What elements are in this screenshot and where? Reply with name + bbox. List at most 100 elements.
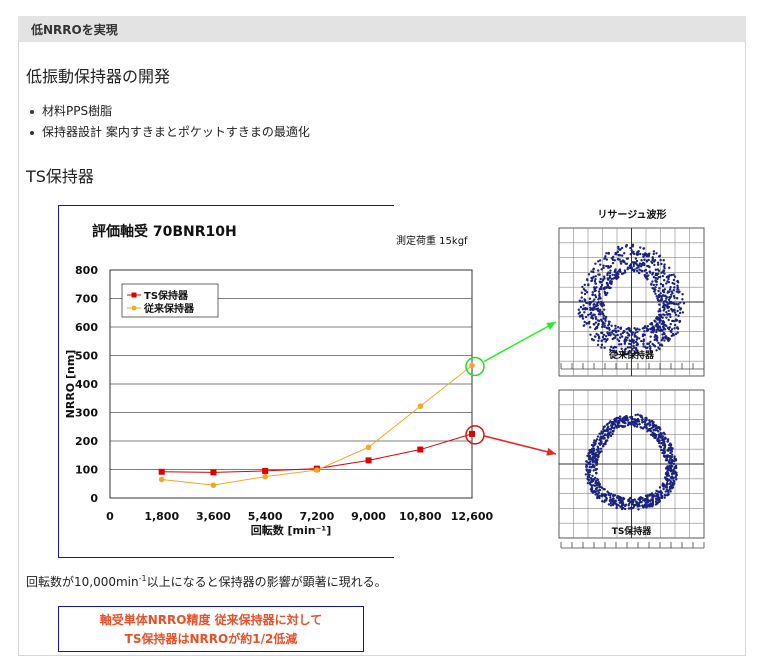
lissajous-point	[668, 266, 671, 270]
lissajous-point	[652, 326, 656, 329]
lissajous-point	[655, 498, 658, 501]
lissajous-point	[667, 447, 671, 450]
lissajous-point	[600, 492, 604, 496]
lissajous-point	[585, 463, 588, 466]
lissajous-point	[606, 291, 609, 295]
lissajous-point	[619, 254, 622, 257]
lissajous-point	[627, 421, 630, 425]
lissajous-point	[657, 430, 660, 433]
lissajous-point	[624, 503, 628, 506]
lissajous-point	[675, 302, 678, 306]
lissajous-point	[583, 283, 586, 287]
lissajous-point	[656, 318, 659, 321]
lissajous-point	[658, 316, 661, 319]
lissajous-point	[654, 292, 657, 296]
data-point	[469, 362, 475, 369]
lissajous-point	[673, 455, 676, 458]
lissajous-point	[599, 313, 602, 316]
lissajous-point	[653, 434, 657, 437]
lissajous-point	[640, 259, 643, 262]
lissajous-point	[591, 308, 594, 311]
lissajous-point	[674, 471, 678, 475]
lissajous-point	[634, 340, 638, 344]
lissajous-point	[597, 301, 601, 304]
lissajous-point	[599, 485, 602, 488]
lissajous-point	[607, 251, 610, 255]
lissajous-point	[600, 339, 603, 343]
lissajous-point	[673, 327, 676, 330]
x-tick-label: 10,800	[399, 510, 442, 523]
lissajous-point	[625, 262, 628, 266]
lissajous-point	[629, 496, 632, 500]
lissajous-point	[670, 302, 673, 305]
lissajous-point	[643, 326, 647, 329]
lissajous-point	[645, 260, 649, 263]
lissajous-point	[637, 352, 640, 355]
lissajous-point	[622, 260, 626, 264]
lissajous-point	[608, 348, 612, 351]
lissajous-point	[662, 324, 666, 327]
lissajous-point	[599, 447, 603, 451]
lissajous-point	[632, 270, 636, 273]
lissajous-point	[663, 263, 666, 266]
lissajous-point	[654, 273, 657, 277]
lissajous-point	[607, 285, 610, 289]
lissajous-point	[672, 273, 675, 276]
lissajous-point	[623, 507, 627, 511]
lissajous-point	[646, 329, 650, 332]
legend-box	[121, 283, 219, 318]
lissajous-point	[596, 493, 599, 497]
lissajous-point	[594, 439, 598, 443]
lissajous-point	[663, 476, 667, 479]
lissajous-point	[602, 308, 606, 311]
section-title: 低振動保持器の開発	[26, 67, 171, 86]
lissajous-point	[605, 264, 608, 268]
lissajous-point	[681, 311, 685, 314]
lissajous-point	[598, 319, 601, 323]
lissajous-point	[603, 337, 607, 341]
lissajous-point	[619, 498, 622, 501]
lissajous-panel-1: 従来保持器	[558, 227, 705, 377]
lissajous-point	[611, 500, 614, 503]
lissajous-point	[607, 326, 611, 330]
arrow-conventional-shaft	[483, 321, 557, 363]
lissajous-point	[613, 427, 616, 430]
lissajous-point	[660, 344, 664, 347]
lissajous-point	[604, 334, 608, 338]
lissajous-point	[590, 314, 594, 318]
lissajous-point	[673, 308, 676, 312]
lissajous-point	[617, 245, 620, 249]
lissajous-point	[650, 498, 653, 501]
lissajous-point	[603, 287, 606, 291]
y-tick-label: 400	[75, 378, 98, 391]
lissajous-point	[623, 269, 627, 272]
lissajous-panel-2: TS保持器	[558, 389, 705, 549]
highlight-circle-ts	[465, 425, 485, 445]
lissajous-point	[610, 282, 613, 286]
lissajous-point	[595, 467, 599, 471]
lissajous-point	[671, 292, 674, 295]
lissajous-point	[627, 342, 631, 345]
lissajous-point	[654, 279, 657, 282]
lissajous-point	[613, 494, 617, 497]
lissajous-point	[635, 259, 639, 263]
lissajous-point	[607, 324, 610, 327]
lissajous-point	[667, 290, 671, 294]
lissajous-point	[674, 475, 677, 479]
lissajous-point	[607, 491, 610, 495]
lissajous-point	[678, 301, 682, 304]
lissajous-point	[640, 339, 643, 343]
lissajous-point	[602, 314, 606, 317]
lissajous-point	[661, 444, 665, 447]
lissajous-point	[625, 414, 628, 418]
lissajous-point	[607, 434, 610, 437]
lissajous-point	[637, 508, 640, 511]
lissajous-point	[626, 267, 629, 271]
lissajous-point	[604, 493, 608, 497]
lissajous-point	[601, 312, 604, 315]
lissajous-point	[666, 459, 669, 462]
lissajous-point	[614, 336, 617, 339]
lissajous-point	[597, 333, 600, 337]
lissajous-point	[653, 335, 656, 339]
lissajous-point	[604, 441, 607, 444]
